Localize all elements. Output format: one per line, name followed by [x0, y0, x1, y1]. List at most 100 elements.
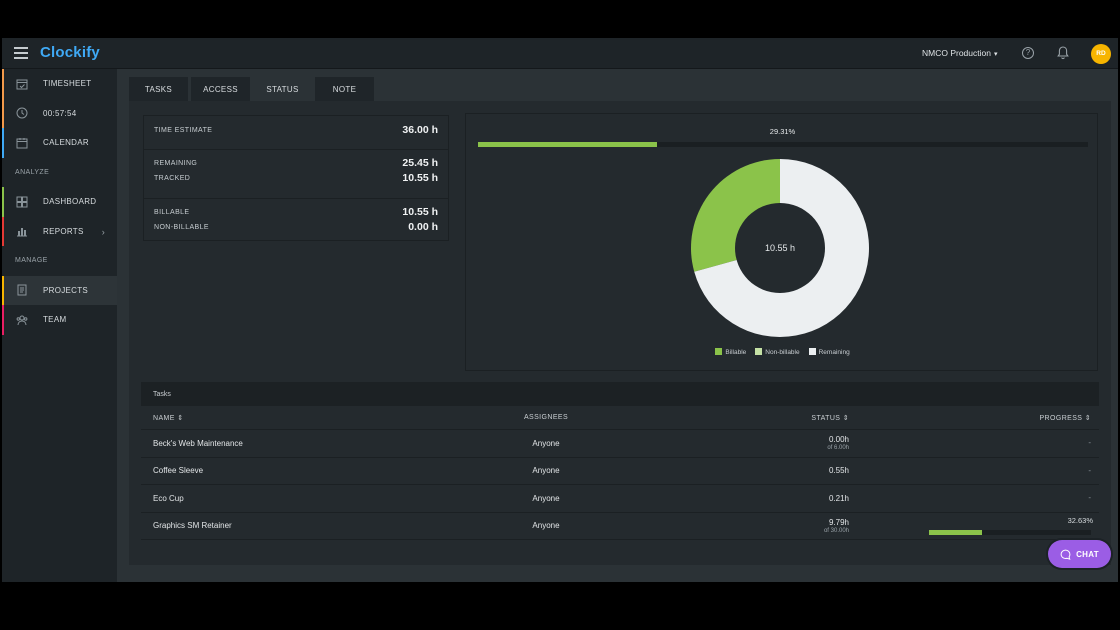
table-row[interactable]: Coffee Sleeve Anyone 0.55h - [141, 458, 1099, 485]
sidebar-item-label: REPORTS [43, 226, 84, 236]
app-window: Clockify NMCO Production ▾ ? RD TIMESHEET… [2, 38, 1118, 582]
progress-percent: 29.31% [769, 127, 796, 136]
billable-value: 10.55 h [402, 206, 438, 218]
bar-chart-icon [17, 228, 27, 237]
chart-legend: Billable Non-billable Remaining [466, 348, 1099, 356]
sidebar-item-label: TIMESHEET [43, 79, 92, 89]
legend-item: Billable [715, 348, 746, 356]
task-name[interactable]: Eco Cup [153, 493, 184, 503]
tasks-table: Tasks NAME ⇕ ASSIGNEES STATUS ⇕ PROGRESS… [141, 382, 1099, 542]
main-content: TASKS ACCESS STATUS NOTE TIME ESTIMATE 3… [117, 69, 1118, 582]
sidebar-item-projects[interactable]: PROJECTS [2, 275, 117, 305]
chevron-right-icon: › [101, 226, 105, 237]
legend-label: Billable [725, 349, 747, 356]
sidebar-item-calendar[interactable]: CALENDAR [2, 128, 117, 158]
legend-item: Remaining [808, 348, 850, 356]
task-assignees[interactable]: Anyone [532, 466, 560, 476]
document-icon [17, 284, 27, 296]
chat-bubble-icon [1060, 549, 1071, 560]
sort-icon: ⇕ [1084, 414, 1091, 422]
row-progress-empty: - [1088, 493, 1091, 502]
column-assignees: ASSIGNEES [523, 414, 569, 421]
task-progress: - [851, 430, 1099, 457]
status-value: 0.00h [828, 435, 849, 445]
chat-button[interactable]: CHAT [1048, 540, 1111, 568]
sort-icon: ⇕ [842, 414, 849, 422]
legend-swatch [715, 348, 723, 355]
donut-hole [735, 203, 825, 293]
status-chart-card: 29.31% 10.55 h Billable Non-billable Remai… [465, 113, 1098, 371]
status-estimate: of 30.00h [823, 527, 849, 534]
sidebar-item-timer[interactable]: 00:57:54 [2, 98, 117, 128]
menu-icon[interactable] [14, 47, 28, 59]
chat-label: CHAT [1076, 549, 1099, 559]
non-billable-label: NON-BILLABLE [154, 223, 209, 231]
table-row[interactable]: Eco Cup Anyone 0.21h - [141, 485, 1099, 513]
stats-card: TIME ESTIMATE 36.00 h REMAINING 25.45 h … [143, 115, 449, 241]
sidebar-item-reports[interactable]: REPORTS › [2, 216, 117, 246]
time-estimate-value: 36.00 h [402, 124, 438, 136]
section-manage: MANAGE [15, 257, 48, 265]
status-estimate: of 6.00h [827, 445, 849, 452]
sidebar-item-label: 00:57:54 [43, 108, 77, 118]
row-progress-empty: - [1088, 438, 1091, 447]
task-assignees[interactable]: Anyone [532, 438, 560, 448]
task-progress: - [851, 458, 1099, 485]
column-status-label: STATUS [811, 414, 841, 422]
sidebar-item-label: DASHBOARD [43, 197, 97, 207]
tab-note[interactable]: NOTE [315, 77, 374, 101]
tasks-title: Tasks [141, 382, 1099, 406]
sidebar-item-label: TEAM [43, 315, 67, 325]
column-progress-label: PROGRESS [1039, 414, 1083, 422]
task-status: 0.55h [621, 466, 851, 475]
column-name[interactable]: NAME ⇕ [141, 414, 471, 422]
workspace-name: NMCO Production [922, 48, 991, 58]
task-assignees[interactable]: Anyone [532, 493, 560, 503]
task-progress: 32.63% [851, 513, 1099, 540]
task-name[interactable]: Graphics SM Retainer [153, 521, 232, 531]
row-progress-label: 32.63% [1067, 515, 1093, 525]
column-status[interactable]: STATUS ⇕ [621, 414, 851, 422]
legend-swatch [808, 348, 816, 355]
bell-icon[interactable] [1057, 46, 1069, 60]
remaining-label: REMAINING [154, 159, 198, 167]
status-panel: TIME ESTIMATE 36.00 h REMAINING 25.45 h … [129, 101, 1111, 565]
workspace-selector[interactable]: NMCO Production ▾ [922, 48, 997, 58]
sidebar-item-dashboard[interactable]: DASHBOARD [2, 187, 117, 217]
column-name-label: NAME [153, 414, 175, 422]
app-logo[interactable]: Clockify [40, 44, 100, 61]
column-progress[interactable]: PROGRESS ⇕ [851, 414, 1099, 422]
sidebar-item-label: PROJECTS [43, 285, 89, 295]
billable-label: BILLABLE [154, 208, 190, 216]
avatar[interactable]: RD [1091, 44, 1111, 64]
remaining-value: 25.45 h [402, 157, 438, 169]
legend-label: Remaining [818, 349, 850, 356]
calendar-check-icon [16, 79, 28, 90]
legend-swatch [755, 348, 763, 355]
non-billable-value: 0.00 h [408, 221, 438, 233]
top-bar: Clockify NMCO Production ▾ ? RD [2, 38, 1118, 69]
sidebar-item-team[interactable]: TEAM [2, 305, 117, 335]
table-row[interactable]: Graphics SM Retainer Anyone 9.79h of 30.0… [141, 513, 1099, 540]
dashboard-icon [16, 196, 28, 208]
task-progress: - [851, 485, 1099, 512]
tab-status[interactable]: STATUS [253, 77, 312, 101]
row-progress-empty: - [1088, 465, 1091, 475]
help-icon[interactable]: ? [1022, 47, 1034, 59]
estimate-block: TIME ESTIMATE 36.00 h [143, 115, 449, 150]
task-name[interactable]: Beck's Web Maintenance [153, 438, 243, 448]
tab-access[interactable]: ACCESS [191, 77, 250, 101]
legend-item: Non-billable [755, 348, 800, 356]
task-status: 0.21h [621, 494, 851, 503]
team-icon [16, 315, 28, 325]
row-progress-fill [929, 529, 982, 535]
sidebar-item-timesheet[interactable]: TIMESHEET [2, 69, 117, 99]
task-assignees[interactable]: Anyone [532, 521, 560, 531]
task-name[interactable]: Coffee Sleeve [153, 466, 204, 476]
tab-tasks[interactable]: TASKS [129, 77, 188, 101]
tracked-block: REMAINING 25.45 h TRACKED 10.55 h [143, 150, 449, 199]
table-row[interactable]: Beck's Web Maintenance Anyone 0.00h of 6.… [141, 430, 1099, 458]
billable-block: BILLABLE 10.55 h NON-BILLABLE 0.00 h [143, 199, 449, 241]
tracked-value: 10.55 h [402, 172, 438, 184]
progress-bar [478, 142, 1088, 147]
